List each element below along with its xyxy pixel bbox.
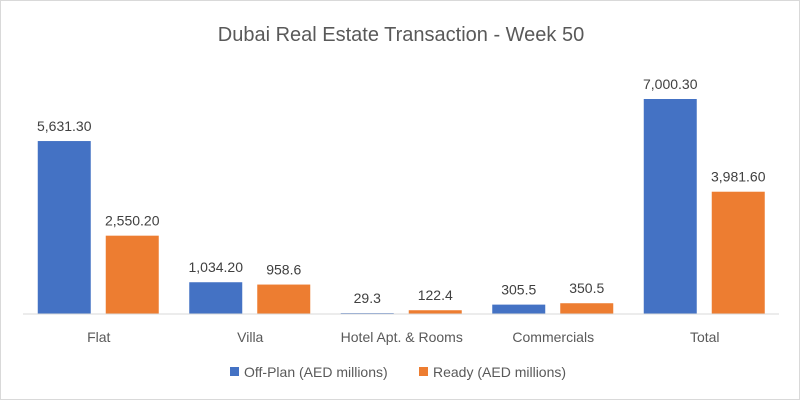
legend-label: Off-Plan (AED millions) [244, 364, 388, 380]
category-label: Villa [237, 329, 263, 345]
data-label: 7,000.30 [643, 76, 698, 92]
category-label: Commercials [512, 329, 594, 345]
bar-ready [711, 191, 765, 314]
bar-off-plan [37, 141, 91, 314]
legend-label: Ready (AED millions) [433, 364, 566, 380]
bar-off-plan [492, 304, 546, 314]
category-label: Flat [87, 329, 110, 345]
data-label: 958.6 [266, 262, 301, 278]
data-label: 122.4 [418, 287, 453, 303]
data-label: 1,034.20 [189, 259, 244, 275]
bar-off-plan [189, 282, 243, 314]
data-label: 350.5 [569, 280, 604, 296]
legend-swatch [419, 367, 428, 376]
category-label: Total [690, 329, 720, 345]
bar-off-plan [643, 99, 697, 314]
data-label: 29.3 [354, 290, 381, 306]
category-label: Hotel Apt. & Rooms [341, 329, 463, 345]
chart-title: Dubai Real Estate Transaction - Week 50 [218, 24, 584, 46]
legend-swatch [230, 367, 239, 376]
bar-ready [560, 303, 614, 314]
bar-ready [257, 284, 311, 314]
data-label: 305.5 [501, 282, 536, 298]
data-label: 3,981.60 [711, 169, 766, 185]
data-label: 5,631.30 [37, 118, 92, 134]
bar-ready [105, 235, 159, 314]
bar-ready [408, 310, 462, 314]
data-label: 2,550.20 [105, 213, 160, 229]
